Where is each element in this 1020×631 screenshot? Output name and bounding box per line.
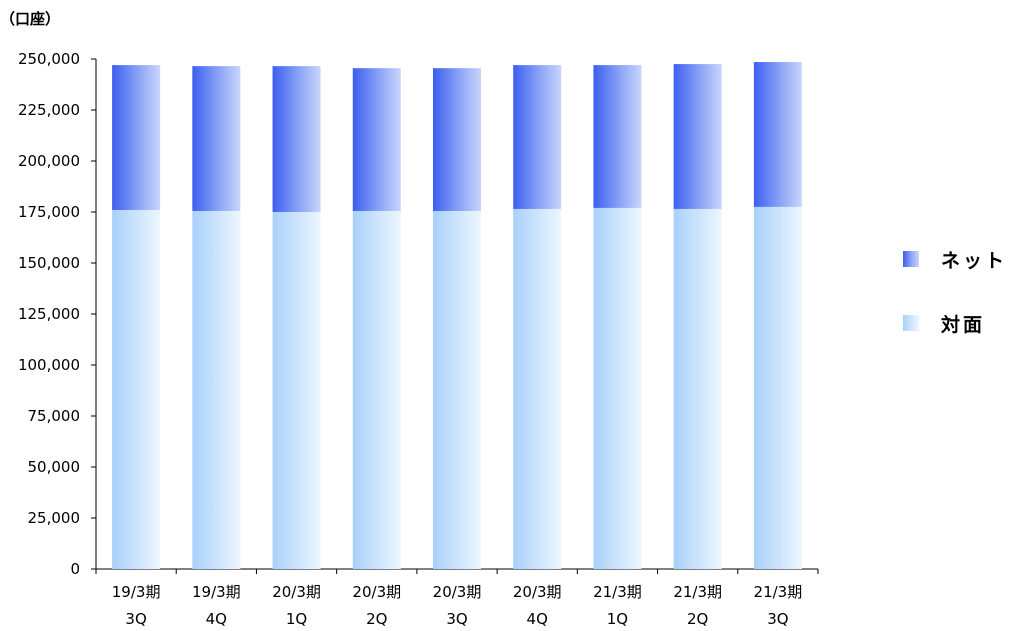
x-tick-label: 20/3期 2Q bbox=[352, 583, 401, 628]
bar-net-4 bbox=[433, 68, 481, 211]
legend-item-face: 対面 bbox=[903, 312, 1007, 336]
x-tick-label: 21/3期 3Q bbox=[754, 583, 803, 628]
legend-swatch-net bbox=[903, 251, 919, 267]
bar-face-5 bbox=[513, 208, 562, 569]
bar-net-3 bbox=[352, 68, 401, 211]
x-tick-label: 19/3期 4Q bbox=[192, 583, 241, 628]
y-tick-label: 25,000 bbox=[28, 509, 81, 527]
y-tick-label: 125,000 bbox=[18, 305, 80, 323]
x-tick-label: 21/3期 2Q bbox=[673, 583, 722, 628]
legend-label-net: ネット bbox=[941, 249, 1008, 272]
bar-face-8 bbox=[753, 206, 802, 569]
y-tick-label: 100,000 bbox=[18, 356, 80, 374]
y-axis: 0 25,000 50,000 75,000 100,000 125,000 150,000… bbox=[18, 50, 97, 578]
bar-net-5 bbox=[513, 65, 562, 209]
legend-label-face: 対面 bbox=[941, 313, 986, 336]
bar-net-2 bbox=[272, 66, 321, 212]
x-tick-label: 19/3期 3Q bbox=[112, 583, 161, 628]
bar-net-6 bbox=[593, 65, 642, 208]
bar-face-2 bbox=[272, 212, 321, 569]
x-tick-label: 21/3期 1Q bbox=[593, 583, 642, 628]
bar-net-8 bbox=[753, 62, 802, 207]
bar-net-7 bbox=[673, 64, 722, 209]
x-tick-label: 20/3期 3Q bbox=[433, 583, 482, 628]
y-tick-label: 250,000 bbox=[18, 50, 80, 68]
bar-net-1 bbox=[192, 66, 241, 211]
y-tick-label: 150,000 bbox=[18, 254, 80, 272]
y-unit-label: （口座） bbox=[0, 10, 60, 28]
bar-net-0 bbox=[112, 65, 161, 210]
bar-face-7 bbox=[673, 208, 722, 569]
bars bbox=[112, 62, 802, 570]
legend-swatch-face bbox=[903, 315, 919, 331]
legend-item-net: ネット bbox=[903, 248, 1008, 272]
y-tick-label: 200,000 bbox=[18, 152, 80, 170]
bar-face-0 bbox=[112, 209, 161, 569]
bar-face-4 bbox=[433, 210, 481, 570]
y-tick-label: 0 bbox=[70, 560, 80, 578]
bar-face-3 bbox=[352, 210, 401, 570]
y-tick-label: 50,000 bbox=[28, 458, 81, 476]
y-tick-label: 75,000 bbox=[28, 407, 81, 425]
bar-face-1 bbox=[192, 210, 241, 570]
legend: ネット 対面 bbox=[903, 248, 1007, 376]
y-tick-label: 175,000 bbox=[18, 203, 80, 221]
x-tick-label: 20/3期 1Q bbox=[272, 583, 321, 628]
x-tick-label: 20/3期 4Q bbox=[513, 583, 562, 628]
x-axis: 19/3期 3Q 19/3期 4Q 20/3期 1Q 20/3期 2Q 20/3期 3Q 20/3期… bbox=[95, 568, 819, 628]
y-tick-label: 225,000 bbox=[18, 101, 80, 119]
bar-face-6 bbox=[593, 207, 642, 570]
